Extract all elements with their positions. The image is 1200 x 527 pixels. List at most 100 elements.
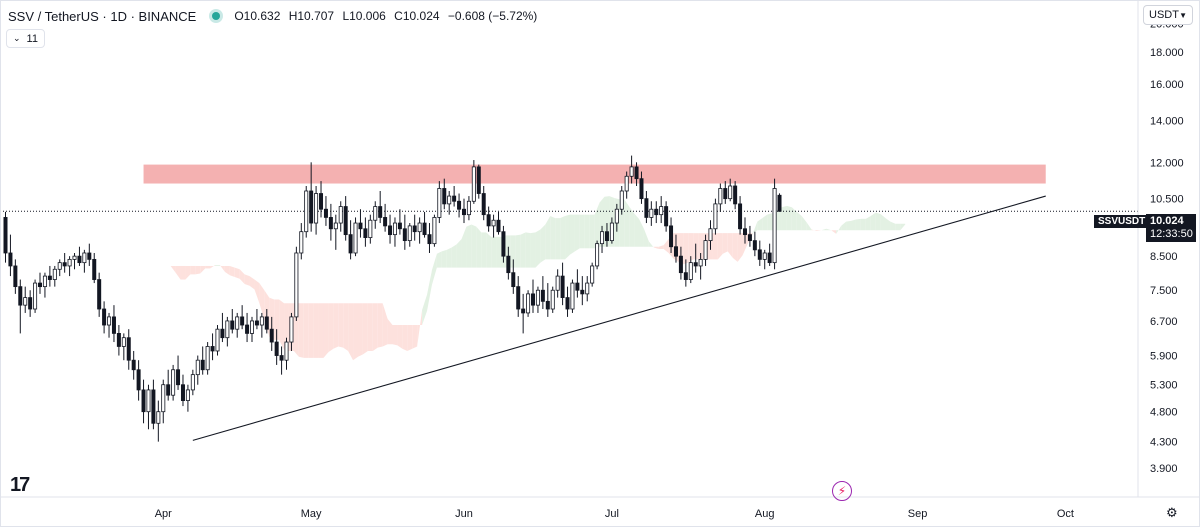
candle — [521, 293, 526, 334]
symbol-title[interactable]: SSV / TetherUS · 1D · BINANCE — [8, 8, 197, 24]
candle-body — [550, 289, 555, 310]
candle-body — [38, 282, 43, 288]
tradingview-logo[interactable]: 17 — [10, 474, 30, 496]
cloud-segment — [229, 265, 235, 277]
cloud-segment — [643, 228, 649, 247]
candle-body — [466, 200, 471, 216]
candle-body — [629, 166, 634, 177]
cloud-segment — [875, 212, 881, 231]
candle — [47, 265, 52, 287]
cloud-segment — [244, 274, 250, 286]
candle — [683, 259, 688, 287]
cloud-segment — [446, 247, 452, 268]
candle-body — [200, 359, 205, 371]
candle-body — [378, 206, 383, 218]
candle-body — [595, 243, 600, 267]
y-tick-label: 5.300 — [1150, 380, 1178, 392]
candle — [102, 301, 107, 334]
candle-body — [471, 166, 476, 202]
symbol-price-label: SSVUSDT — [1094, 215, 1150, 228]
cloud-segment — [274, 299, 280, 340]
candle — [703, 234, 708, 266]
close-value: C10.024 — [394, 9, 440, 23]
candle — [107, 312, 112, 338]
candle — [718, 183, 723, 212]
cloud-segment — [639, 218, 644, 247]
cloud-segment — [796, 211, 802, 231]
candle-body — [185, 389, 190, 401]
candle — [693, 243, 698, 273]
cloud-segment — [515, 234, 521, 268]
candle — [343, 196, 348, 241]
candle-body — [126, 337, 131, 361]
cloud-segment — [698, 233, 704, 260]
candle — [600, 225, 605, 253]
cloud-segment — [550, 216, 556, 260]
candle — [422, 211, 427, 238]
cloud-segment — [402, 325, 408, 351]
cloud-segment — [308, 303, 314, 358]
last-price-value: 10.024 — [1150, 215, 1184, 227]
candle-body — [254, 320, 259, 326]
candle-body — [269, 328, 274, 343]
cloud-segment — [362, 303, 368, 355]
candle — [669, 217, 674, 253]
candle — [319, 181, 324, 218]
currency-select[interactable]: USDT ▼ — [1143, 5, 1193, 25]
candle-body — [259, 316, 264, 326]
cloud-segment — [136, 242, 142, 250]
cloud-segment — [175, 265, 181, 280]
candle — [141, 379, 146, 424]
y-tick-label: 18.000 — [1150, 47, 1184, 59]
candle-body — [501, 231, 506, 257]
candle-body — [264, 316, 269, 330]
candle-body — [664, 206, 669, 227]
candle-body — [348, 234, 353, 254]
cloud-segment — [831, 230, 837, 234]
cloud-segment — [481, 232, 487, 268]
candle-body — [388, 225, 393, 236]
candle — [762, 249, 767, 270]
candle-body — [526, 293, 531, 314]
candle — [757, 240, 762, 266]
candle-body — [368, 219, 373, 239]
cloud-segment — [525, 232, 531, 268]
cloud-segment — [634, 213, 640, 247]
candle — [723, 181, 728, 204]
cloud-segment — [565, 214, 570, 260]
cloud-segment — [141, 249, 147, 266]
x-tick-label: Aug — [755, 508, 775, 520]
candle-body — [319, 193, 324, 210]
candle — [772, 178, 777, 270]
candle — [116, 325, 121, 356]
candle-body — [570, 282, 575, 310]
candle — [131, 350, 136, 380]
cloud-segment — [372, 303, 378, 351]
cloud-segment — [417, 309, 423, 347]
cloud-segment — [298, 303, 304, 358]
candle-body — [614, 208, 619, 224]
candle-body — [111, 316, 116, 334]
cloud-segment — [219, 265, 225, 272]
candle — [92, 252, 97, 284]
candle — [535, 286, 540, 313]
cloud-segment — [732, 233, 738, 262]
candle-body — [590, 265, 595, 284]
candle-body — [422, 222, 427, 236]
cloud-segment — [535, 229, 541, 268]
cloud-segment — [333, 303, 339, 349]
indicators-toggle-button[interactable]: ⌄ 11 — [6, 29, 45, 48]
candle-body — [235, 316, 240, 330]
cloud-segment — [555, 218, 561, 260]
lightning-icon[interactable]: ⚡ — [832, 481, 852, 501]
cloud-segment — [170, 265, 176, 273]
candle-body — [87, 252, 92, 260]
gear-icon[interactable]: ⚙ — [1166, 505, 1178, 520]
high-value: H10.707 — [288, 9, 335, 23]
candle-body — [353, 222, 358, 254]
candle-body — [195, 359, 200, 376]
candle-body — [634, 166, 639, 180]
candle — [161, 379, 166, 424]
